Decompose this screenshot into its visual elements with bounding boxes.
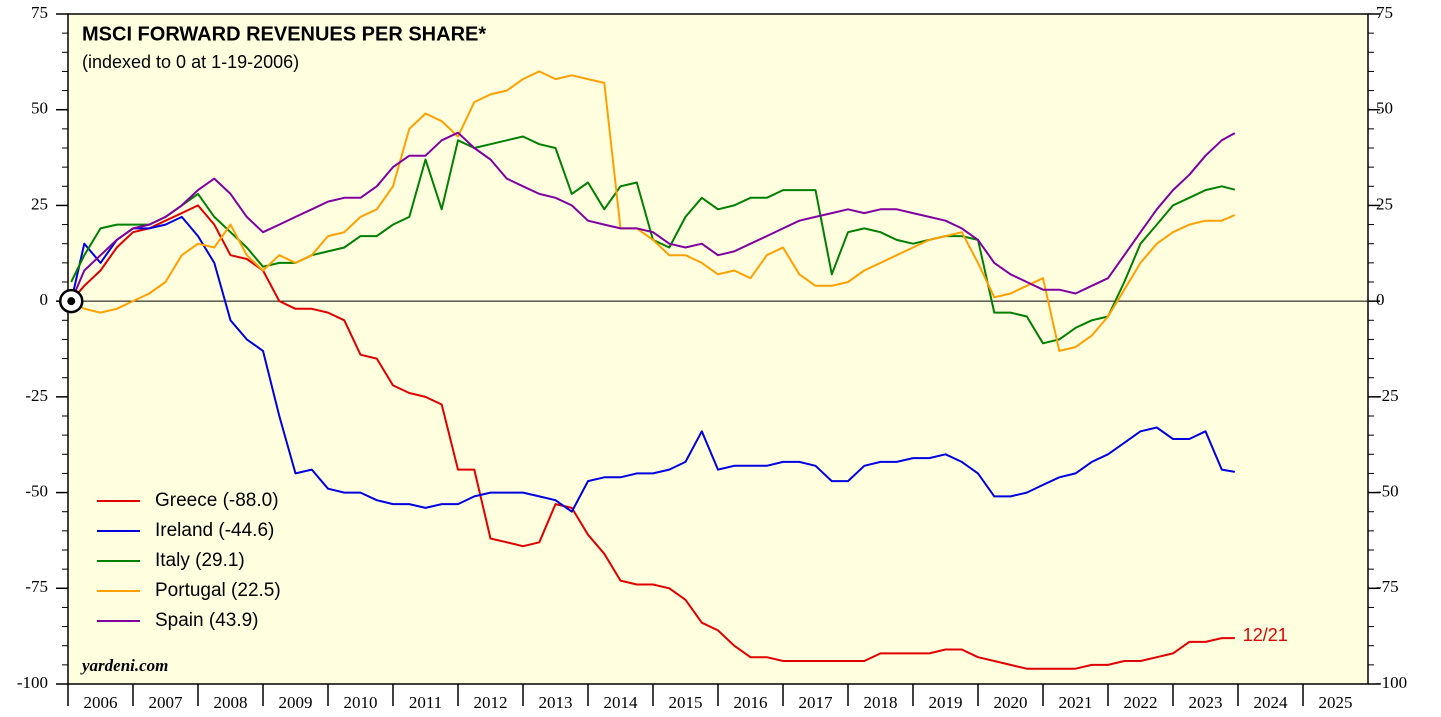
x-tick-label: 2024 xyxy=(1254,693,1289,712)
x-tick-label: 2022 xyxy=(1124,693,1158,712)
legend-label: Portugal (22.5) xyxy=(155,580,281,601)
x-tick-label: 2006 xyxy=(84,693,118,712)
y2-tick-label: 25 xyxy=(1376,194,1393,213)
source: yardeni.com xyxy=(80,656,168,675)
legend-label: Ireland (-44.6) xyxy=(155,520,274,541)
y2-tick-label: -75 xyxy=(1376,577,1399,596)
x-tick-label: 2016 xyxy=(734,693,768,712)
x-tick-label: 2018 xyxy=(864,693,898,712)
x-tick-label: 2010 xyxy=(344,693,378,712)
y-tick-label: 75 xyxy=(31,3,48,22)
x-tick-label: 2014 xyxy=(604,693,639,712)
x-tick-label: 2020 xyxy=(994,693,1028,712)
x-tick-label: 2017 xyxy=(799,693,834,712)
plot-area xyxy=(67,13,1369,685)
y-tick-label: -50 xyxy=(25,481,48,500)
y2-tick-label: -100 xyxy=(1376,673,1407,692)
y2-tick-label: 50 xyxy=(1376,99,1393,118)
y-tick-label: 0 xyxy=(40,290,49,309)
legend-label: Greece (-88.0) xyxy=(155,490,279,511)
series-line xyxy=(70,70,1236,352)
x-tick-label: 2023 xyxy=(1189,693,1223,712)
x-tick-label: 2007 xyxy=(149,693,184,712)
y-tick-label: -100 xyxy=(17,673,48,692)
origin-dot xyxy=(67,297,76,306)
x-tick-label: 2019 xyxy=(929,693,963,712)
chart-subtitle: (indexed to 0 at 1-19-2006) xyxy=(82,52,299,72)
legend-label: Spain (43.9) xyxy=(155,610,259,631)
x-tick-label: 2021 xyxy=(1059,693,1093,712)
y-tick-label: -25 xyxy=(25,386,48,405)
end-annotation: 12/21 xyxy=(1243,625,1288,645)
y2-tick-label: -50 xyxy=(1376,481,1399,500)
x-tick-label: 2012 xyxy=(474,693,508,712)
y-tick-label: 25 xyxy=(31,194,48,213)
chart-title: MSCI FORWARD REVENUES PER SHARE* xyxy=(82,23,486,45)
x-tick-label: 2011 xyxy=(409,693,442,712)
series-line xyxy=(70,131,1236,302)
x-tick-label: 2009 xyxy=(279,693,313,712)
y2-tick-label: -25 xyxy=(1376,386,1399,405)
x-tick-label: 2008 xyxy=(214,693,248,712)
y2-tick-label: 75 xyxy=(1376,3,1393,22)
series-line xyxy=(70,215,1235,513)
y-tick-label: -75 xyxy=(25,577,48,596)
y-tick-label: 50 xyxy=(31,99,48,118)
legend-label: Italy (29.1) xyxy=(155,550,245,571)
y2-tick-label: 0 xyxy=(1376,290,1385,309)
x-tick-label: 2025 xyxy=(1319,693,1353,712)
x-tick-label: 2015 xyxy=(669,693,703,712)
x-tick-label: 2013 xyxy=(539,693,573,712)
